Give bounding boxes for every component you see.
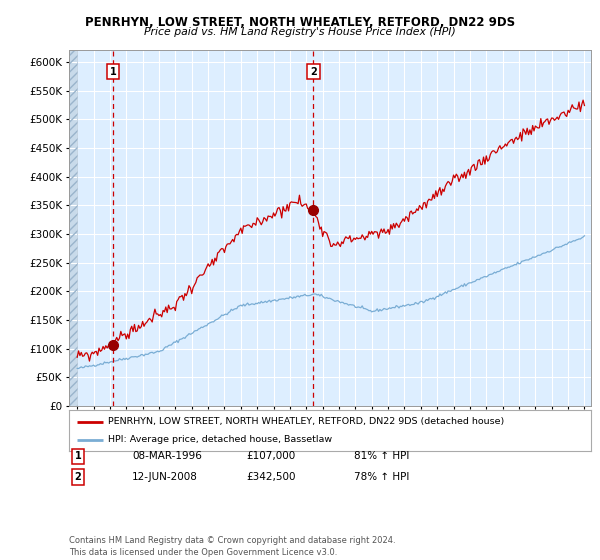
Text: 2: 2 bbox=[74, 472, 82, 482]
Text: 2: 2 bbox=[310, 67, 317, 77]
Text: 12-JUN-2008: 12-JUN-2008 bbox=[132, 472, 198, 482]
Text: £342,500: £342,500 bbox=[246, 472, 296, 482]
Text: 81% ↑ HPI: 81% ↑ HPI bbox=[354, 451, 409, 461]
Text: Contains HM Land Registry data © Crown copyright and database right 2024.
This d: Contains HM Land Registry data © Crown c… bbox=[69, 536, 395, 557]
Text: £107,000: £107,000 bbox=[246, 451, 295, 461]
Text: HPI: Average price, detached house, Bassetlaw: HPI: Average price, detached house, Bass… bbox=[108, 435, 332, 444]
Text: 1: 1 bbox=[74, 451, 82, 461]
Text: Price paid vs. HM Land Registry's House Price Index (HPI): Price paid vs. HM Land Registry's House … bbox=[144, 27, 456, 37]
Text: 08-MAR-1996: 08-MAR-1996 bbox=[132, 451, 202, 461]
Text: 78% ↑ HPI: 78% ↑ HPI bbox=[354, 472, 409, 482]
Text: 1: 1 bbox=[109, 67, 116, 77]
Text: PENRHYN, LOW STREET, NORTH WHEATLEY, RETFORD, DN22 9DS: PENRHYN, LOW STREET, NORTH WHEATLEY, RET… bbox=[85, 16, 515, 29]
Text: PENRHYN, LOW STREET, NORTH WHEATLEY, RETFORD, DN22 9DS (detached house): PENRHYN, LOW STREET, NORTH WHEATLEY, RET… bbox=[108, 417, 505, 426]
